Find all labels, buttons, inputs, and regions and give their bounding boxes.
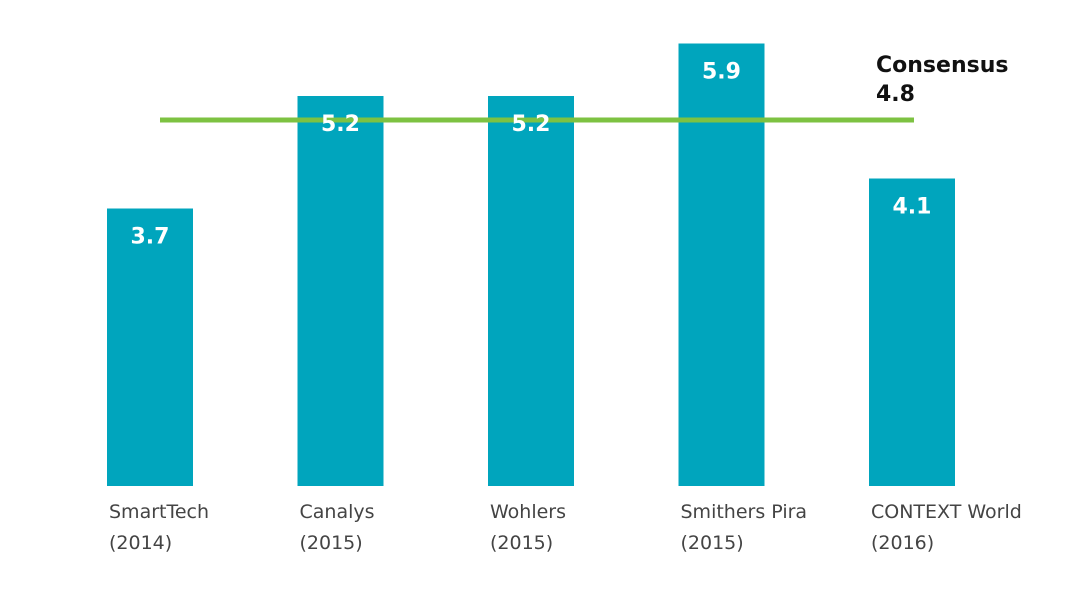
bar-0 — [107, 208, 193, 486]
tick-label-0-1: (2014) — [109, 532, 172, 554]
tick-label-0-0: SmartTech — [109, 501, 209, 523]
bar-value-label-0: 3.7 — [131, 225, 170, 250]
consensus-value-label: 4.8 — [876, 82, 915, 107]
bar-value-label-4: 4.1 — [893, 195, 932, 220]
consensus-group: Consensus 4.8 — [160, 53, 1008, 123]
tick-label-3-0: Smithers Pira — [681, 501, 808, 523]
tick-label-2-0: Wohlers — [490, 501, 566, 523]
tick-label-3-1: (2015) — [681, 532, 744, 554]
bar-1 — [297, 96, 384, 486]
bar-value-label-2: 5.2 — [512, 112, 551, 137]
tick-label-1-0: Canalys — [300, 501, 375, 523]
bar-4 — [869, 178, 955, 486]
tick-label-1-1: (2015) — [300, 532, 363, 554]
bar-3 — [678, 43, 765, 486]
tick-labels-group: SmartTech (2014) Canalys (2015) Wohlers (2015… — [109, 501, 1022, 554]
tick-label-4-0: CONTEXT World — [871, 501, 1022, 523]
bar-2 — [488, 96, 574, 486]
tick-label-2-1: (2015) — [490, 532, 553, 554]
value-labels-group: 3.7 5.2 5.2 5.9 4.1 — [131, 60, 932, 250]
bars-group — [107, 43, 955, 486]
bar-value-label-1: 5.2 — [321, 112, 360, 137]
bar-value-label-3: 5.9 — [702, 60, 741, 85]
consensus-label: Consensus — [876, 53, 1008, 78]
tick-label-4-1: (2016) — [871, 532, 934, 554]
